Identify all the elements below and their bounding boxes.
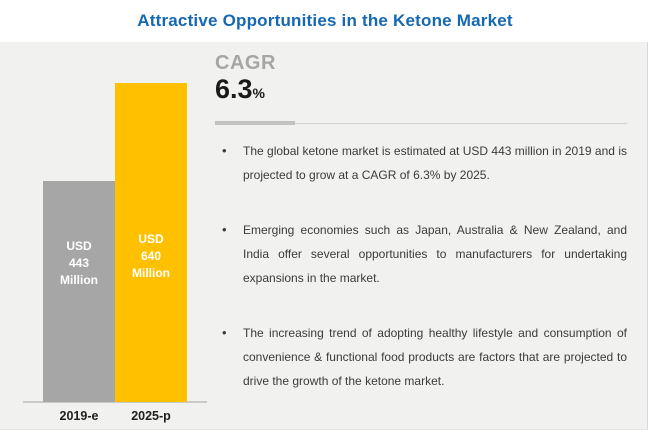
bullet-icon: • (222, 222, 227, 237)
x-axis-tick-label: 2019-e (59, 409, 99, 423)
page-title: Attractive Opportunities in the Ketone M… (137, 11, 513, 30)
bullet-text: The increasing trend of adopting healthy… (243, 326, 627, 388)
list-item: • Emerging economies such as Japan, Aust… (215, 218, 627, 290)
cagr-value-number: 6.3 (215, 74, 253, 104)
x-axis-tick-label: 2025-p (131, 409, 171, 423)
bullet-text: The global ketone market is estimated at… (243, 144, 627, 182)
divider-accent-segment (215, 121, 295, 125)
bar-value-label: USD 640 Million (132, 232, 170, 280)
cagr-value: 6.3% (215, 75, 627, 107)
bullet-icon: • (222, 325, 227, 340)
section-divider (215, 121, 627, 125)
bar: USD 640 Million (115, 83, 187, 402)
bar: USD 443 Million (43, 181, 115, 402)
summary-column: CAGR 6.3% • The global ketone market is … (215, 42, 627, 424)
cagr-label: CAGR (215, 52, 276, 74)
list-item: • The increasing trend of adopting healt… (215, 321, 627, 393)
divider-line (295, 122, 627, 124)
list-item: • The global ketone market is estimated … (215, 139, 627, 187)
bar-value-label: USD 443 Million (60, 239, 98, 287)
bullet-list: • The global ketone market is estimated … (215, 139, 627, 393)
x-axis-line (23, 401, 207, 403)
cagr-percent-sign: % (252, 85, 265, 101)
bullet-text: Emerging economies such as Japan, Austra… (243, 223, 627, 285)
content-panel: USD 443 Million USD 640 Million 2019-e 2… (0, 42, 648, 430)
bullet-icon: • (222, 143, 227, 158)
